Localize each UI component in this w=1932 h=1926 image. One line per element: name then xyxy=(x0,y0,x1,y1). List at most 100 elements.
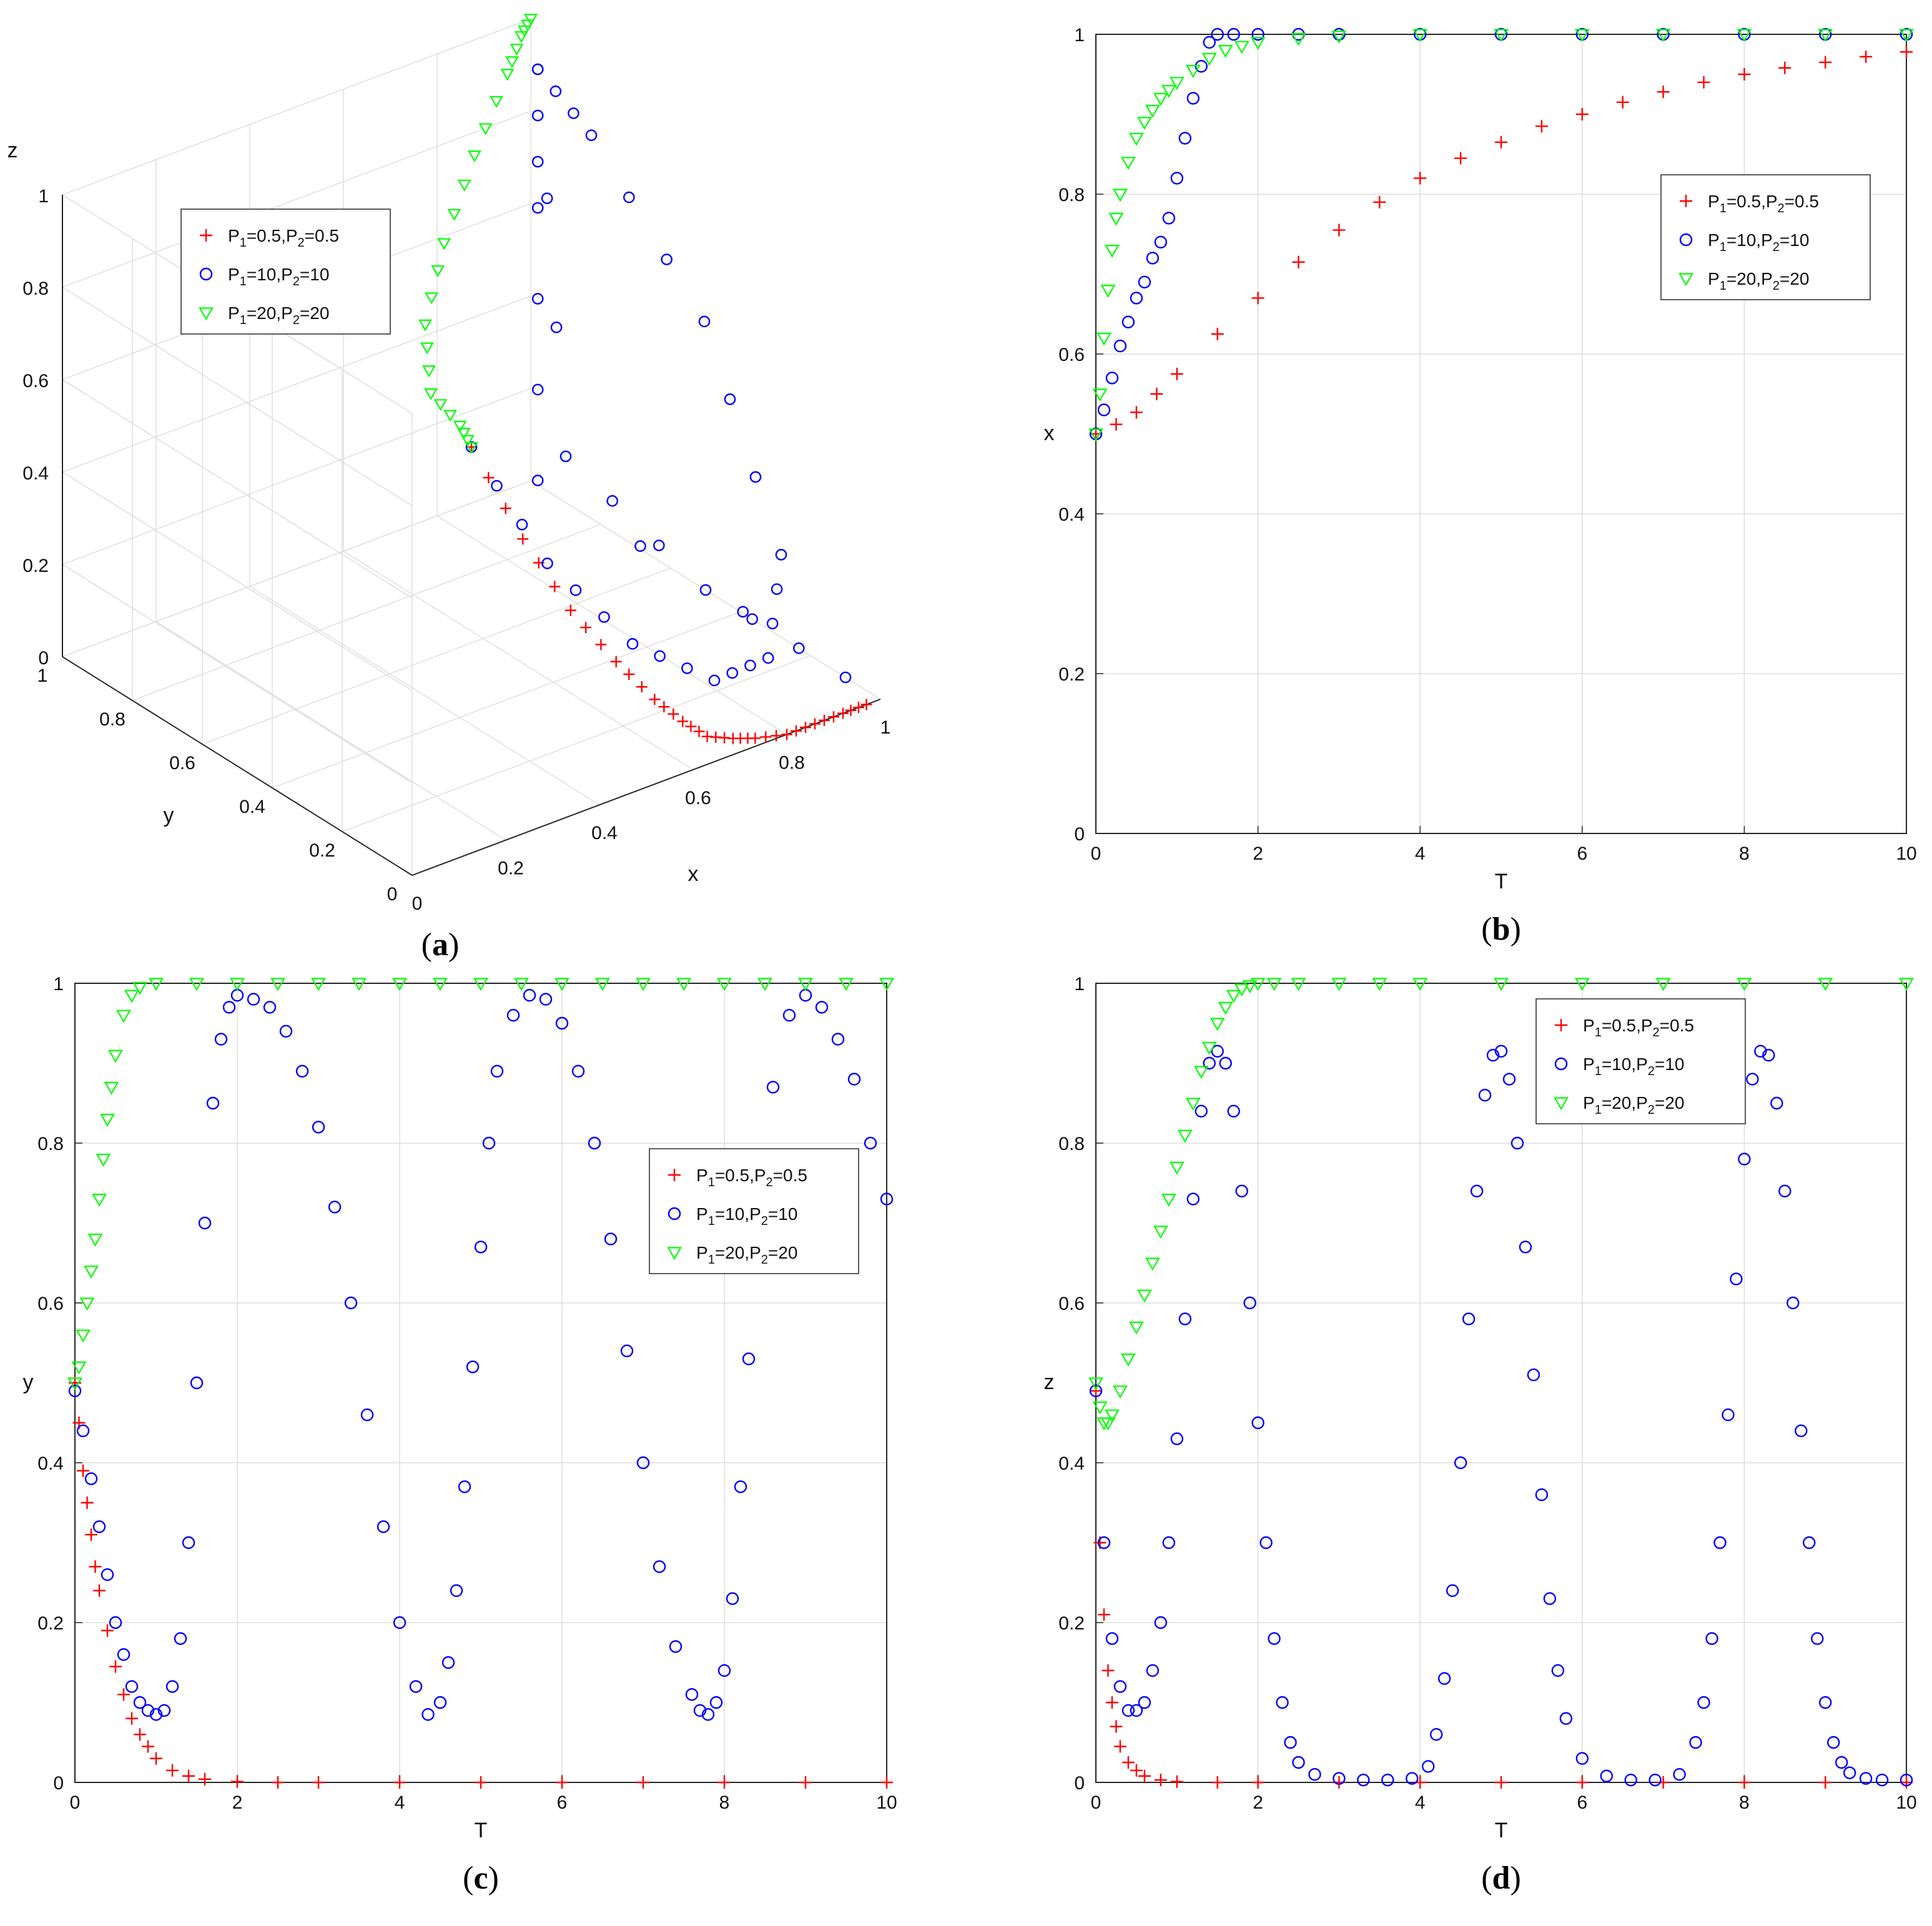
data-point xyxy=(418,319,432,332)
data-point xyxy=(142,1740,154,1753)
y-tick-label: 0.6 xyxy=(1058,1294,1085,1314)
data-point xyxy=(1227,1104,1240,1118)
data-point xyxy=(1170,368,1183,380)
caption-a: (a) xyxy=(421,927,460,963)
y-tick-label: 0.6 xyxy=(169,753,195,774)
data-point xyxy=(424,388,438,401)
data-point xyxy=(637,1776,649,1789)
data-point xyxy=(1730,1272,1743,1285)
x-tick-label: 8 xyxy=(1739,1792,1750,1813)
data-point xyxy=(521,19,535,32)
data-point xyxy=(1673,1767,1686,1781)
data-point xyxy=(483,472,495,484)
data-point xyxy=(1178,132,1191,145)
data-point xyxy=(762,652,774,664)
data-point xyxy=(1291,978,1306,991)
data-point xyxy=(101,1624,114,1637)
x-tick-label: 0 xyxy=(412,893,423,914)
data-point xyxy=(1333,224,1346,237)
data-point xyxy=(1097,1608,1110,1621)
y-tick-label: 0.2 xyxy=(1058,1613,1085,1634)
data-point xyxy=(1333,27,1346,41)
x-tick-label: 0 xyxy=(70,1792,81,1813)
data-point xyxy=(649,694,661,705)
data-point xyxy=(880,1776,893,1789)
data-point xyxy=(1600,1769,1613,1782)
legend-label: P1=20,P2=20 xyxy=(696,1243,797,1267)
data-point xyxy=(475,1776,487,1789)
data-point xyxy=(1100,285,1116,298)
data-point xyxy=(1331,978,1347,991)
data-point xyxy=(124,990,139,1003)
data-point xyxy=(847,1073,861,1086)
data-point xyxy=(1138,1696,1151,1709)
data-point xyxy=(580,622,592,634)
data-point xyxy=(588,1136,601,1150)
y-tick-label: 0.8 xyxy=(1058,185,1085,205)
data-point xyxy=(141,1704,155,1717)
y-axis-label: z xyxy=(1044,1370,1055,1394)
data-point xyxy=(1655,29,1671,42)
data-point xyxy=(531,293,544,305)
grid-floor-x xyxy=(436,515,787,735)
data-point xyxy=(466,1360,480,1373)
grid-back-z xyxy=(62,388,531,565)
x-tick-label: 8 xyxy=(1739,843,1750,864)
chart-panel-c: 0 2 4 6 8 10 0 0.2 0.4 0.6 0.8 1 Ty P1=0.5,P2=0.5 P1=1… xyxy=(23,974,897,1842)
y-tick-label: 0.2 xyxy=(37,1613,64,1634)
legend-label: P1=10,P2=10 xyxy=(1708,230,1809,254)
data-point xyxy=(1193,1066,1209,1079)
data-point xyxy=(109,1660,122,1673)
data-point xyxy=(1421,1760,1435,1773)
series-circle xyxy=(1089,1044,1913,1787)
data-point xyxy=(490,96,503,108)
data-point xyxy=(880,1192,894,1206)
data-point xyxy=(1705,1632,1718,1645)
data-point xyxy=(746,613,758,625)
data-point xyxy=(1234,983,1249,997)
data-point xyxy=(1657,1776,1670,1789)
data-point xyxy=(1689,1736,1702,1749)
data-point xyxy=(864,1136,877,1150)
data-point xyxy=(92,1520,106,1533)
data-point xyxy=(757,978,772,991)
x-axis xyxy=(412,699,881,876)
data-point xyxy=(1454,152,1467,165)
data-point xyxy=(377,1520,390,1533)
data-point xyxy=(708,674,721,687)
data-point xyxy=(450,1584,463,1598)
y-tick-label: 0.8 xyxy=(37,1134,64,1154)
y-tick-label: 0.6 xyxy=(1058,345,1085,365)
data-point xyxy=(595,978,610,991)
y-tick-label: 0 xyxy=(1074,1773,1085,1794)
legend-marker-triangle xyxy=(667,1247,682,1260)
data-point xyxy=(1113,189,1128,202)
data-point xyxy=(1818,29,1833,42)
data-point xyxy=(515,31,528,44)
series-plus xyxy=(1090,46,1913,440)
data-point xyxy=(270,978,285,991)
data-point xyxy=(539,993,553,1006)
data-point xyxy=(1697,1696,1710,1709)
data-point xyxy=(839,978,854,991)
z-tick-label: 0.6 xyxy=(22,371,49,391)
data-point xyxy=(839,671,852,684)
data-point xyxy=(1412,29,1428,42)
caption-c: (c) xyxy=(463,1860,499,1896)
data-point xyxy=(550,322,563,333)
x-tick-label: 10 xyxy=(1896,1792,1916,1813)
data-point xyxy=(1414,172,1427,185)
x-tick-label: 2 xyxy=(232,1792,243,1813)
data-point xyxy=(84,1265,99,1279)
data-point xyxy=(1494,978,1509,991)
legend-label: P1=0.5,P2=0.5 xyxy=(696,1166,807,1189)
data-point xyxy=(1412,978,1428,991)
y-tick-label: 0.2 xyxy=(1058,664,1085,685)
data-point xyxy=(760,731,772,743)
data-point xyxy=(206,1096,220,1110)
data-point xyxy=(1899,29,1914,42)
x-tick-label: 8 xyxy=(719,1792,730,1813)
data-point xyxy=(1169,77,1185,91)
series-circle xyxy=(68,988,894,1721)
y-tick-label: 1 xyxy=(1074,974,1085,995)
